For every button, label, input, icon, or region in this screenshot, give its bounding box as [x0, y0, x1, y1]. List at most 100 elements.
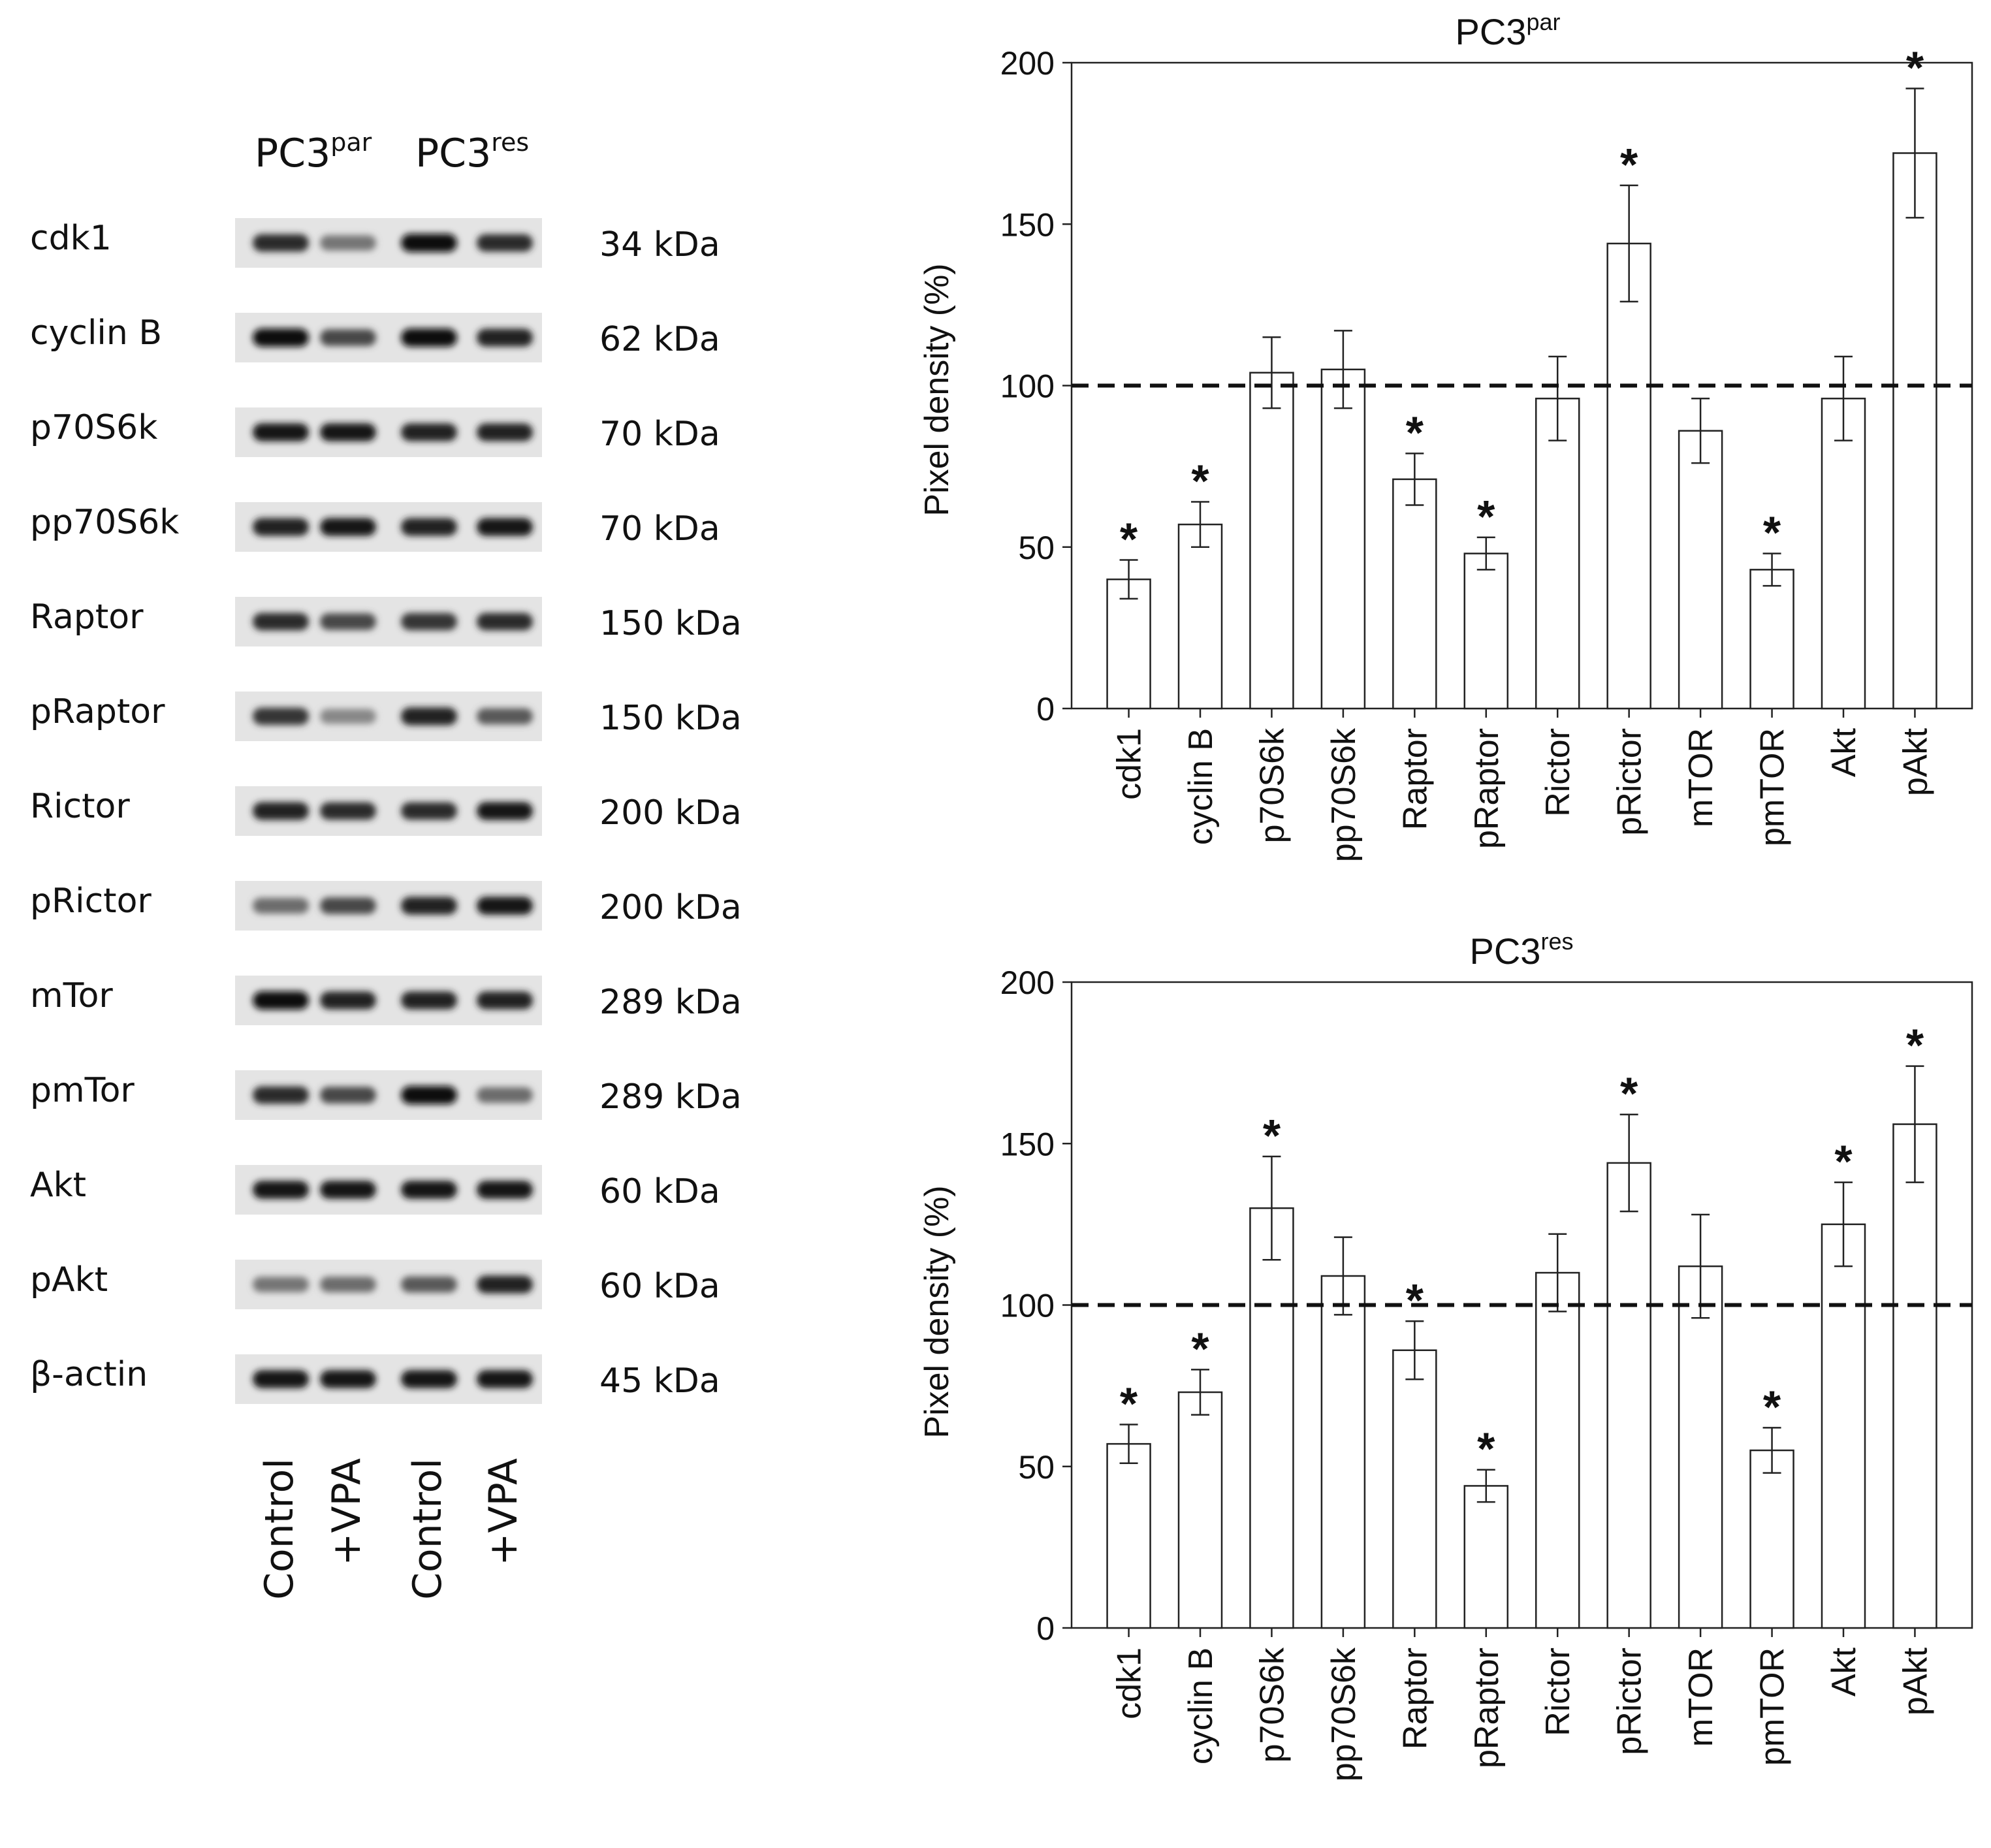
- molecular-weight-label: 62 kDa: [599, 320, 720, 359]
- blot-band: [477, 518, 533, 536]
- blot-row: β-actin 45 kDa: [30, 1354, 720, 1404]
- y-axis-label: Pixel density (%): [918, 1185, 956, 1438]
- bar: [1392, 1349, 1437, 1629]
- blot-band: [253, 991, 309, 1010]
- molecular-weight-label: 60 kDa: [599, 1172, 720, 1211]
- blot-band: [477, 991, 533, 1010]
- y-tick-label: 100: [1000, 368, 1055, 405]
- significance-asterisk: *: [1120, 514, 1138, 565]
- significance-asterisk: *: [1834, 1136, 1853, 1187]
- blot-band: [320, 423, 376, 441]
- blot-band: [253, 1181, 309, 1199]
- molecular-weight-label: 200 kDa: [599, 793, 742, 833]
- lane-label: +VPA: [324, 1458, 370, 1566]
- blot-band: [401, 613, 457, 631]
- blot-band: [401, 802, 457, 820]
- significance-asterisk: *: [1477, 491, 1495, 542]
- protein-label: cyclin B: [30, 313, 162, 353]
- molecular-weight-label: 289 kDa: [599, 1077, 742, 1117]
- protein-label: Raptor: [30, 597, 144, 637]
- chart-pc3-par: PC3par Pixel density (%) 0 50 100 150 200 cdk…: [918, 8, 1973, 862]
- y-tick-label: 0: [1036, 1610, 1055, 1647]
- bar: [1106, 1442, 1151, 1629]
- blot-row: pRaptor 150 kDa: [30, 692, 742, 741]
- blot-row: pp70S6k 70 kDa: [30, 502, 720, 552]
- x-tick-label: p70S6k: [1253, 1647, 1291, 1762]
- blot-band: [401, 1086, 457, 1104]
- bar: [1821, 1223, 1866, 1629]
- blot-band: [320, 991, 376, 1010]
- significance-asterisk: *: [1263, 1110, 1281, 1161]
- blot-band: [253, 613, 309, 631]
- bar: [1177, 1391, 1223, 1629]
- protein-label: pmTor: [30, 1071, 135, 1110]
- molecular-weight-label: 150 kDa: [599, 699, 742, 738]
- bar: [1749, 569, 1794, 710]
- protein-label: pp70S6k: [30, 503, 179, 542]
- blot-band: [253, 1370, 309, 1388]
- blot-band: [253, 1277, 309, 1292]
- bar: [1892, 1123, 1937, 1629]
- bar: [1463, 552, 1509, 710]
- blot-band: [477, 802, 533, 820]
- x-tick-label: Raptor: [1396, 728, 1434, 830]
- bar: [1392, 478, 1437, 710]
- blot-band: [253, 1086, 309, 1104]
- significance-asterisk: *: [1620, 1068, 1638, 1119]
- bar: [1892, 152, 1937, 710]
- x-tick-label: pRictor: [1611, 728, 1649, 836]
- x-tick-label: cdk1: [1111, 728, 1149, 800]
- blot-band: [320, 802, 376, 820]
- bar: [1606, 1162, 1651, 1629]
- blot-band: [477, 708, 533, 725]
- y-tick-label: 150: [1000, 1126, 1055, 1162]
- significance-asterisk: *: [1406, 1275, 1424, 1326]
- blot-row: cdk1 34 kDa: [30, 218, 720, 268]
- blot-row: cyclin B 62 kDa: [30, 313, 720, 362]
- blot-band: [253, 518, 309, 536]
- lane-label: +VPA: [481, 1458, 526, 1566]
- x-tick-label: pAkt: [1896, 1647, 1934, 1715]
- blot-band: [477, 423, 533, 441]
- chart-pc3-res: PC3res Pixel density (%) 0 50 100 150 200 cdk…: [918, 928, 1973, 1781]
- molecular-weight-label: 70 kDa: [599, 509, 720, 549]
- blot-band: [320, 1181, 376, 1199]
- blot-band: [320, 1370, 376, 1388]
- x-tick-label: cdk1: [1111, 1648, 1149, 1719]
- blot-band: [320, 897, 376, 914]
- blot-row: Raptor 150 kDa: [30, 597, 742, 646]
- blot-band: [320, 235, 376, 251]
- protein-label: pRictor: [30, 882, 151, 921]
- x-tick-label: pmTOR: [1754, 728, 1792, 846]
- blot-band: [477, 234, 533, 252]
- blot-band: [401, 234, 457, 252]
- bar: [1678, 1265, 1723, 1629]
- chart-title: PC3par: [1456, 8, 1561, 52]
- blot-band: [401, 1276, 457, 1293]
- blot-band: [320, 518, 376, 536]
- x-tick-label: pmTOR: [1754, 1648, 1792, 1766]
- blot-band: [477, 1087, 533, 1103]
- western-blot-panel: PC3par PC3res cdk1 34 kDa cyclin B 62 kDa p7…: [30, 128, 742, 1600]
- x-tick-label: Rictor: [1539, 728, 1577, 817]
- blot-band: [253, 234, 309, 252]
- plot-area: 0 50 100 150 200 cdk1 * cyclin B * p70S6k * pp70S6k…: [1000, 964, 1973, 1781]
- bar: [1320, 368, 1366, 710]
- significance-asterisk: *: [1763, 507, 1781, 558]
- blot-band: [320, 709, 376, 724]
- blot-band: [401, 897, 457, 915]
- blot-band: [253, 328, 309, 347]
- bar: [1535, 398, 1580, 710]
- y-tick-label: 100: [1000, 1288, 1055, 1324]
- y-tick-label: 0: [1036, 691, 1055, 727]
- group-header-res: PC3res: [415, 128, 529, 176]
- blot-band: [253, 802, 309, 820]
- blot-band: [253, 707, 309, 725]
- y-axis-label: Pixel density (%): [918, 263, 956, 516]
- blot-band: [401, 707, 457, 725]
- bar: [1463, 1485, 1509, 1629]
- significance-asterisk: *: [1191, 456, 1209, 507]
- significance-asterisk: *: [1120, 1378, 1138, 1429]
